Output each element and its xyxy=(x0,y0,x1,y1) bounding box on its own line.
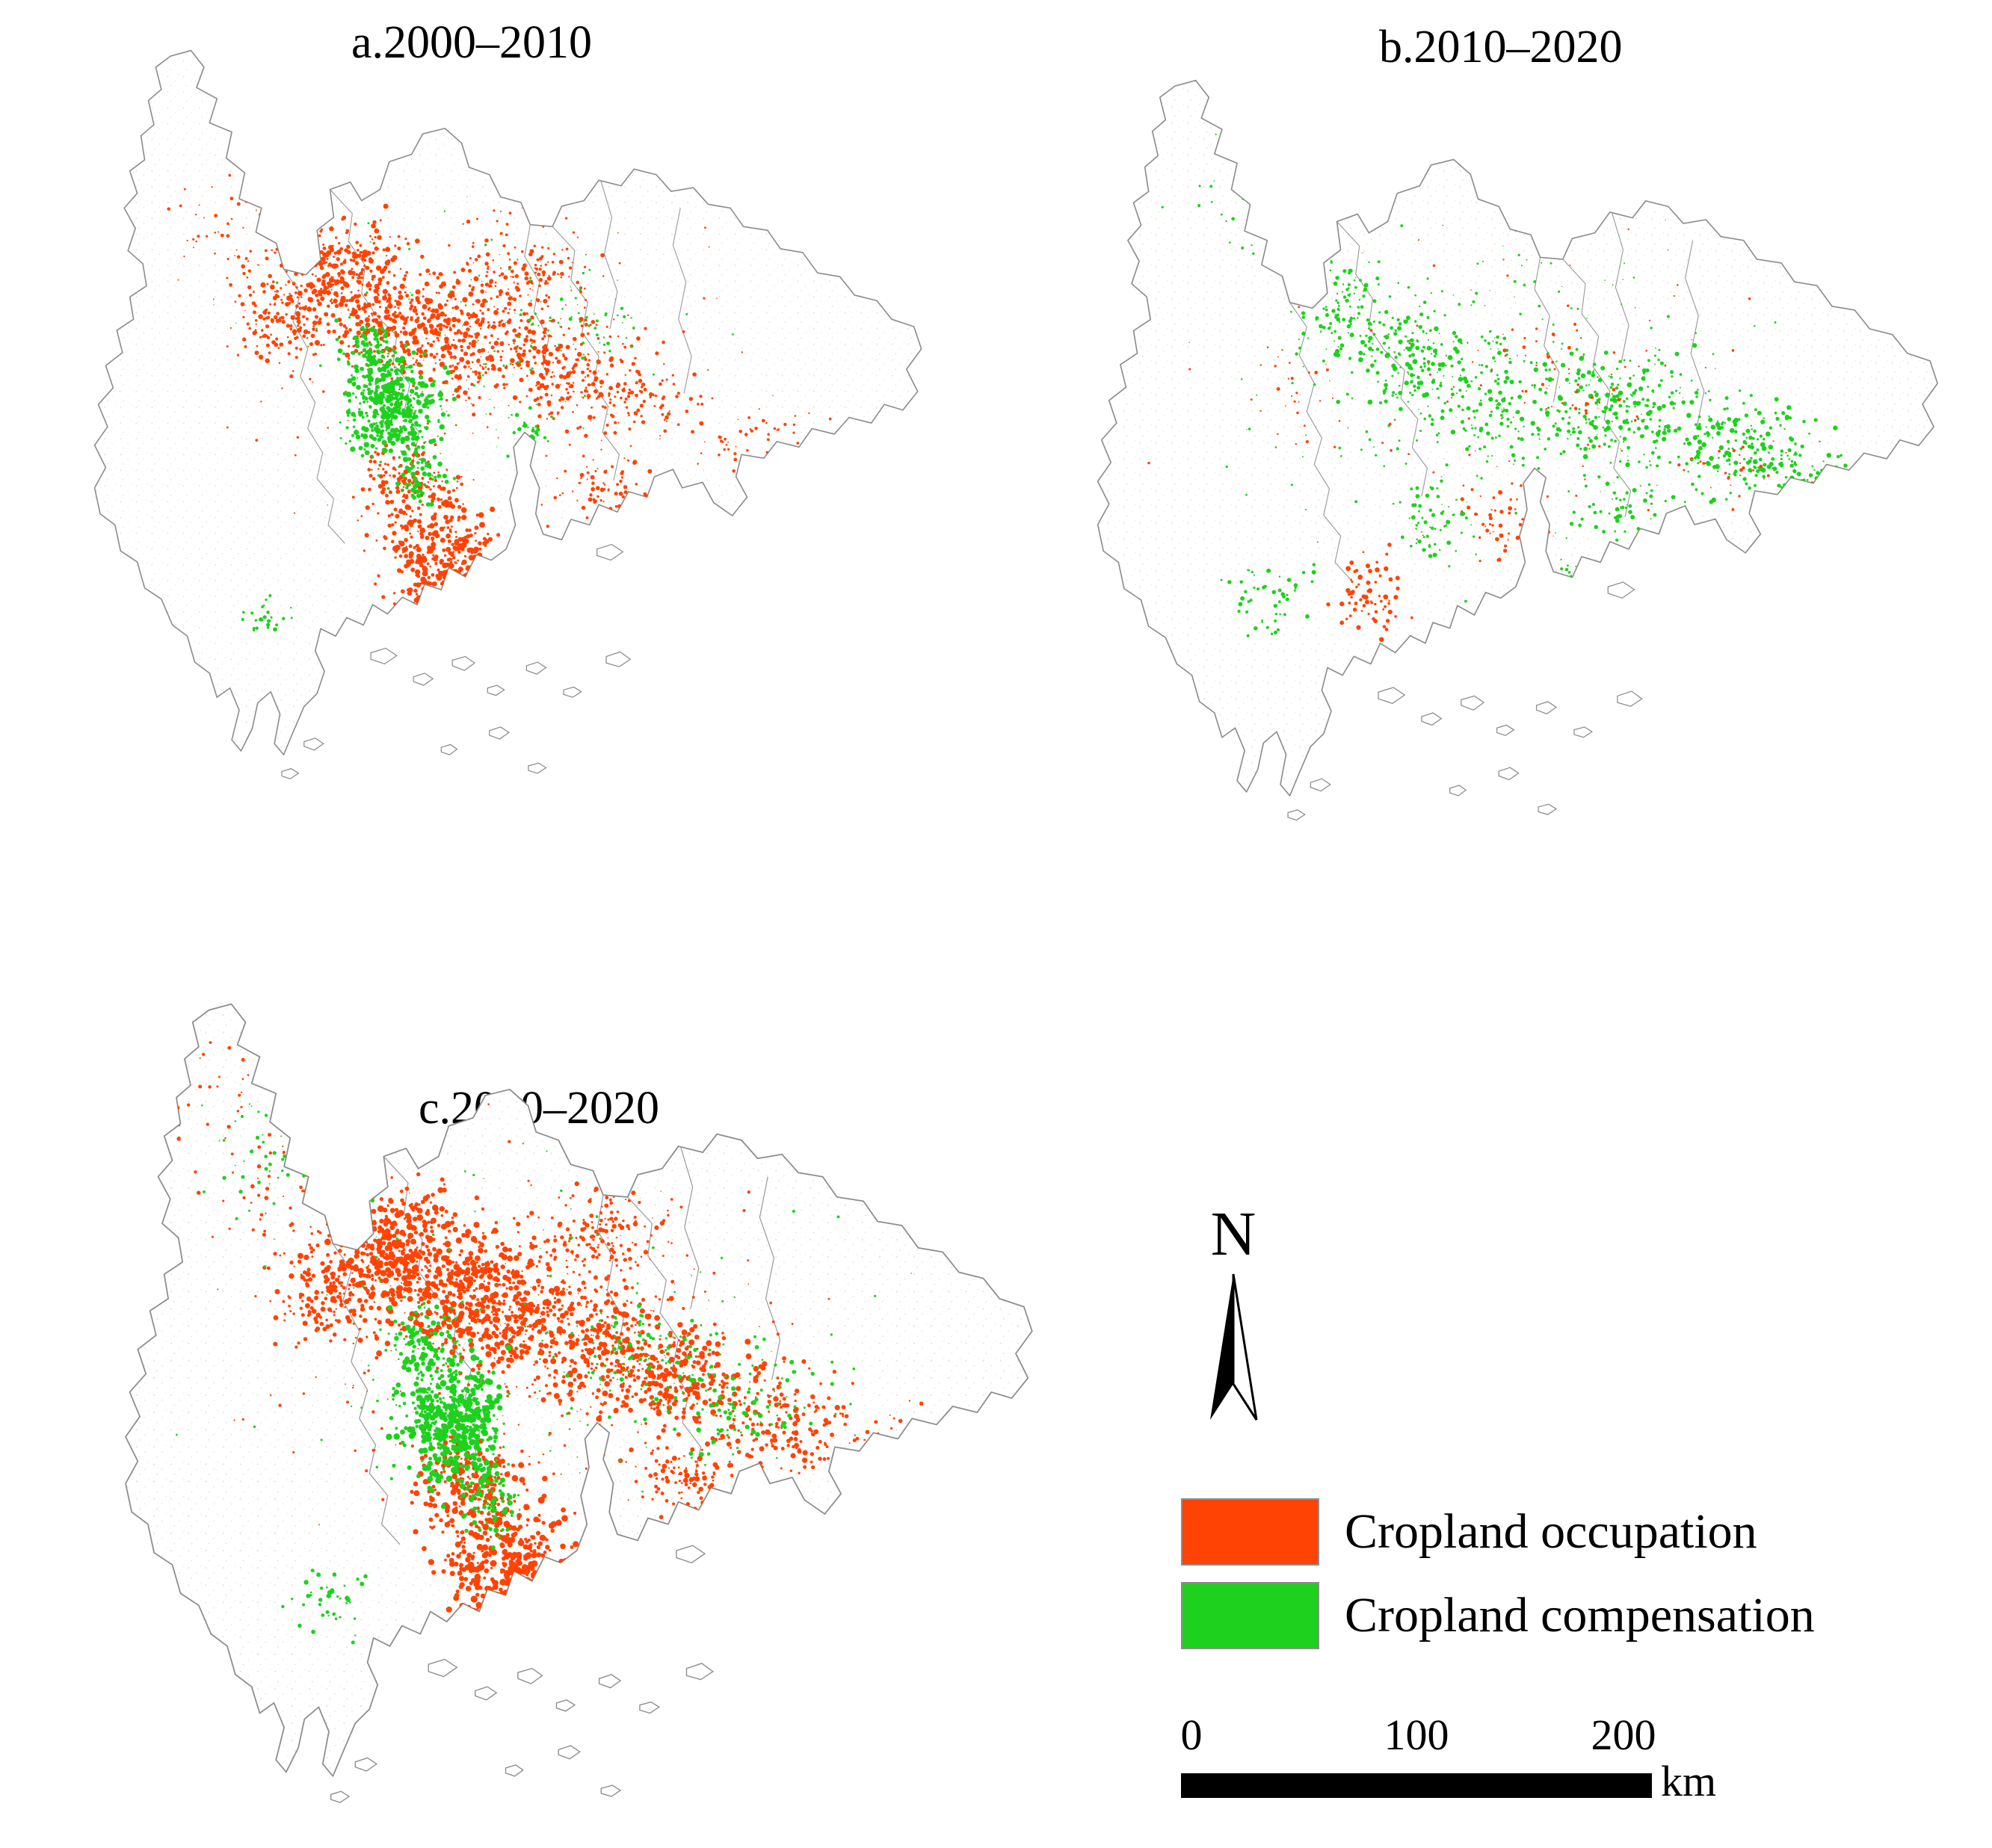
scale-bar: 0 100 200 km xyxy=(1181,1710,1749,1814)
map-b xyxy=(1097,79,1938,821)
map-c xyxy=(125,1003,1033,1803)
region-outline-a xyxy=(93,49,922,755)
scale-tick-100: 100 xyxy=(1384,1711,1449,1759)
north-arrow-icon xyxy=(1210,1273,1258,1421)
legend: Cropland occupation Cropland compensatio… xyxy=(1181,1498,1815,1649)
compensation-swatch xyxy=(1181,1582,1319,1649)
legend-item-occupation: Cropland occupation xyxy=(1181,1498,1815,1566)
north-arrow: N xyxy=(1192,1203,1274,1431)
occupation-swatch xyxy=(1181,1498,1319,1566)
scale-bar-line xyxy=(1181,1773,1652,1798)
map-a xyxy=(93,49,922,779)
legend-item-compensation: Cropland compensation xyxy=(1181,1582,1815,1649)
panel-a-title: a.2000–2010 xyxy=(351,17,593,68)
compensation-label: Cropland compensation xyxy=(1345,1588,1815,1643)
panel-b-title: b.2010–2020 xyxy=(1379,22,1623,72)
north-label: N xyxy=(1210,1199,1256,1269)
scale-tick-200: 200 xyxy=(1591,1711,1656,1759)
region-outline-c xyxy=(125,1003,1033,1777)
occupation-label: Cropland occupation xyxy=(1345,1504,1757,1559)
scale-tick-0: 0 xyxy=(1180,1711,1203,1759)
scale-unit: km xyxy=(1661,1757,1717,1805)
